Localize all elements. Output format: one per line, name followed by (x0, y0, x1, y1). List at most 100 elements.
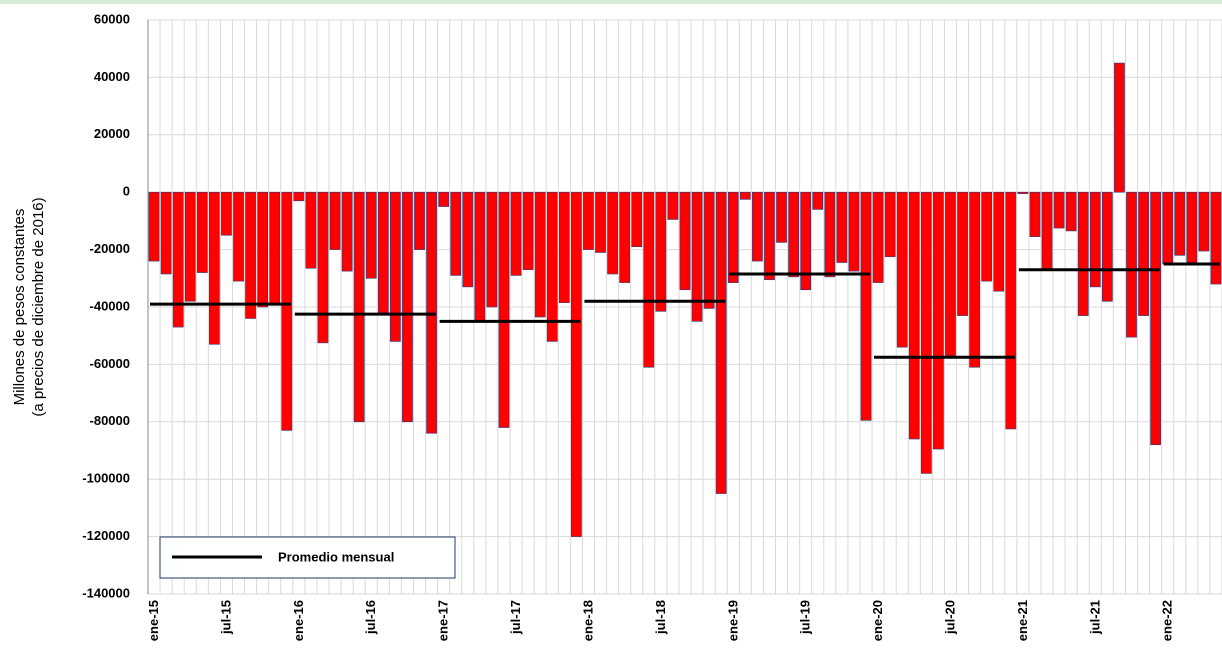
bar (945, 191, 956, 357)
bar (703, 191, 715, 309)
bar (353, 191, 365, 423)
bar (341, 191, 353, 272)
bar (1005, 191, 1017, 430)
bar (450, 191, 462, 276)
bar (510, 191, 522, 276)
bar (896, 191, 908, 348)
bar (148, 191, 160, 262)
bar (1101, 191, 1113, 302)
bar (836, 191, 848, 263)
bar (691, 191, 703, 322)
bar (377, 191, 389, 314)
y-tick-label: 40000 (94, 69, 130, 84)
x-tick-label: jul-17 (508, 600, 523, 635)
x-tick-label: ene-15 (146, 600, 161, 641)
bar (776, 191, 787, 243)
bar (317, 191, 329, 344)
bar (329, 191, 341, 250)
bar (1077, 191, 1089, 316)
bar (969, 191, 980, 368)
bar (1089, 191, 1101, 288)
y-tick-label: -100000 (82, 471, 130, 486)
y-axis-title: Millones de pesos constantes (a precios d… (11, 197, 47, 416)
bar (160, 191, 172, 275)
x-tick-label: jul-16 (363, 600, 378, 635)
bar (438, 191, 450, 207)
bar (196, 191, 208, 273)
bar (1126, 191, 1137, 338)
bar (957, 191, 968, 316)
x-tick-label: jul-15 (218, 600, 233, 635)
bar (715, 191, 727, 494)
bar (305, 191, 317, 269)
bar (920, 191, 932, 474)
bar (462, 191, 474, 288)
bar (752, 191, 763, 262)
y-tick-label: 0 (123, 184, 130, 199)
y-tick-label: -20000 (90, 241, 130, 256)
bar (788, 191, 799, 278)
bar (800, 191, 812, 291)
bar (908, 191, 920, 440)
bar (1162, 191, 1174, 265)
bar (486, 191, 498, 308)
bar (933, 191, 944, 450)
bar (993, 191, 1005, 292)
bar (643, 191, 655, 368)
x-tick-label: jul-19 (798, 600, 813, 635)
x-tick-label: ene-16 (291, 600, 306, 641)
y-tick-label: 20000 (94, 126, 130, 141)
x-tick-label: ene-22 (1160, 600, 1175, 641)
bar (558, 191, 570, 303)
y-tick-label: -80000 (90, 413, 130, 428)
bar (1210, 191, 1222, 285)
x-tick-label: ene-21 (1015, 600, 1030, 641)
x-tick-label: jul-21 (1087, 600, 1102, 635)
bar (727, 191, 739, 283)
bar (498, 191, 510, 428)
legend-label: Promedio mensual (278, 549, 394, 564)
bar (655, 191, 667, 312)
y-axis-title-line: Millones de pesos constantes (11, 209, 28, 406)
bar (414, 191, 425, 250)
bar (1029, 191, 1041, 237)
bar (534, 191, 546, 318)
bar (172, 191, 184, 328)
bar (812, 191, 824, 210)
bar (1065, 191, 1077, 232)
bar (679, 191, 691, 291)
y-tick-label: -140000 (82, 585, 130, 600)
bar (739, 191, 751, 200)
y-axis-title-line: (a precios de diciembre de 2016) (30, 197, 47, 416)
bar (402, 191, 413, 423)
bar (293, 191, 305, 202)
bar (619, 191, 631, 283)
bar (1053, 191, 1065, 229)
bar (631, 191, 643, 248)
x-tick-label: ene-17 (436, 600, 451, 641)
bar (474, 191, 486, 322)
bar (221, 191, 232, 236)
x-tick-label: ene-19 (725, 600, 740, 641)
bar (209, 191, 220, 345)
bar (764, 191, 775, 281)
bar (981, 191, 993, 282)
bar (595, 191, 606, 253)
bar (1041, 191, 1053, 270)
x-tick-label: ene-18 (580, 600, 595, 641)
x-tick-label: ene-20 (870, 600, 885, 641)
bar (1198, 191, 1210, 252)
bar (281, 191, 293, 431)
x-tick-label: jul-18 (653, 600, 668, 635)
bar (1138, 191, 1149, 316)
bar (1150, 191, 1161, 446)
bar (1174, 191, 1186, 256)
bar (607, 191, 618, 275)
x-tick-label: jul-20 (942, 600, 957, 635)
y-tick-label: 60000 (94, 11, 130, 26)
bar (872, 191, 884, 283)
bar (860, 191, 872, 421)
bar (824, 191, 836, 278)
y-tick-label: -120000 (82, 528, 130, 543)
